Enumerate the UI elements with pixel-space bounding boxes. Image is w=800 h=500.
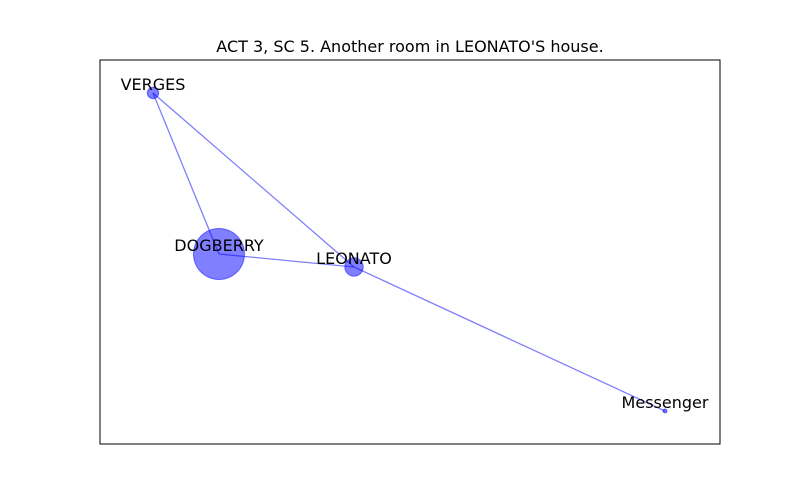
nodes-layer: [146, 86, 668, 414]
diagram-title: ACT 3, SC 5. Another room in LEONATO'S h…: [216, 37, 603, 56]
node-label-dogberry: DOGBERRY: [174, 236, 264, 255]
node-verges: [146, 86, 160, 100]
edge-verges-leonato: [152, 92, 355, 268]
edge-leonato-messenger: [353, 266, 666, 412]
node-label-messenger: Messenger: [622, 393, 709, 412]
edge-verges-dogberry: [152, 92, 220, 255]
plot-frame: [99, 59, 721, 445]
node-label-verges: VERGES: [121, 75, 186, 94]
edges-layer: [152, 92, 666, 412]
node-dogberry: [193, 228, 245, 280]
labels-layer: VERGES DOGBERRY LEONATO Messenger: [121, 75, 709, 412]
node-leonato: [344, 257, 364, 277]
node-label-leonato: LEONATO: [316, 249, 392, 268]
node-messenger: [662, 408, 668, 414]
